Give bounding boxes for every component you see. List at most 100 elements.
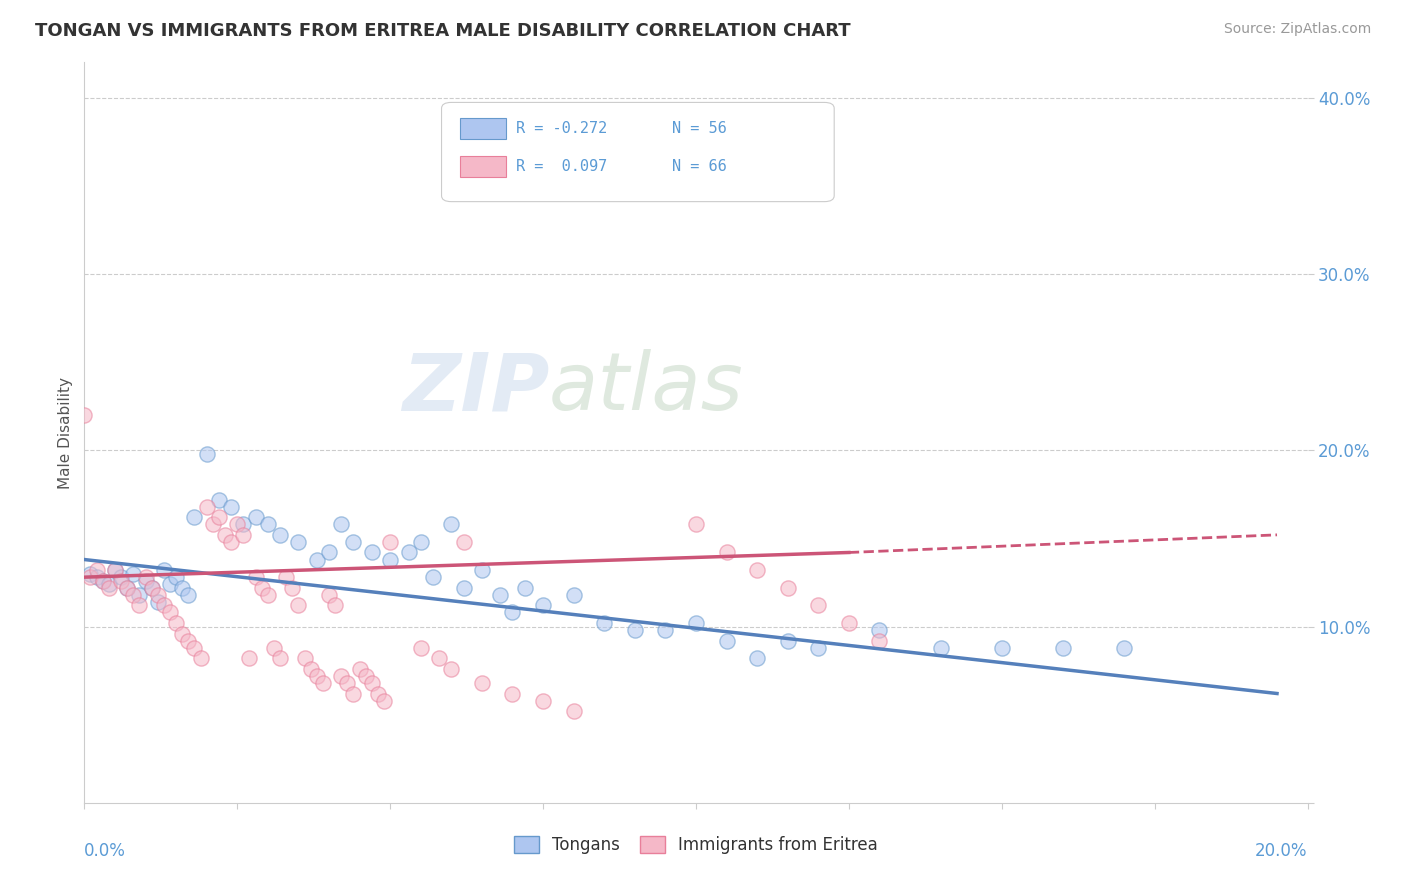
Point	[110, 574, 132, 588]
Point	[440, 517, 463, 532]
Point	[489, 588, 512, 602]
Point	[471, 563, 494, 577]
Point	[115, 581, 138, 595]
Point	[593, 615, 616, 630]
Point	[238, 651, 260, 665]
Text: 0.0%: 0.0%	[84, 841, 127, 860]
Point	[531, 693, 554, 707]
Point	[104, 563, 127, 577]
Point	[73, 408, 96, 422]
Text: atlas: atlas	[550, 349, 744, 427]
Point	[172, 626, 194, 640]
Point	[869, 633, 891, 648]
Point	[115, 581, 138, 595]
Point	[502, 606, 524, 620]
Point	[79, 570, 101, 584]
Point	[287, 535, 309, 549]
Point	[838, 615, 860, 630]
Point	[183, 510, 205, 524]
Text: 20.0%: 20.0%	[1256, 841, 1308, 860]
Point	[257, 588, 280, 602]
Point	[807, 640, 830, 655]
Point	[716, 545, 738, 559]
Point	[165, 570, 187, 584]
Point	[305, 552, 328, 566]
Point	[91, 574, 114, 588]
Point	[208, 492, 231, 507]
Point	[97, 577, 120, 591]
Point	[380, 535, 402, 549]
Point	[208, 510, 231, 524]
Point	[299, 662, 322, 676]
Point	[146, 588, 169, 602]
Point	[232, 517, 254, 532]
Point	[91, 574, 114, 588]
Point	[153, 599, 176, 613]
Point	[245, 510, 267, 524]
Point	[141, 581, 163, 595]
Point	[219, 535, 242, 549]
Point	[562, 704, 585, 718]
Point	[128, 588, 150, 602]
Point	[104, 563, 127, 577]
Text: ZIP: ZIP	[402, 349, 550, 427]
Point	[807, 599, 830, 613]
Point	[135, 570, 157, 584]
Point	[330, 669, 353, 683]
Point	[398, 545, 420, 559]
Point	[159, 606, 181, 620]
Point	[318, 545, 340, 559]
Point	[323, 599, 346, 613]
Point	[654, 623, 676, 637]
Point	[342, 535, 364, 549]
Point	[360, 545, 382, 559]
Point	[427, 651, 450, 665]
Text: TONGAN VS IMMIGRANTS FROM ERITREA MALE DISABILITY CORRELATION CHART: TONGAN VS IMMIGRANTS FROM ERITREA MALE D…	[35, 22, 851, 40]
Point	[263, 640, 285, 655]
Point	[86, 570, 108, 584]
Point	[869, 623, 891, 637]
Point	[312, 676, 335, 690]
Point	[562, 588, 585, 602]
Point	[97, 581, 120, 595]
FancyBboxPatch shape	[460, 156, 506, 178]
Point	[747, 563, 769, 577]
Point	[409, 640, 432, 655]
Point	[269, 651, 291, 665]
Point	[305, 669, 328, 683]
Point	[195, 447, 218, 461]
Point	[245, 570, 267, 584]
Point	[380, 552, 402, 566]
Point	[991, 640, 1014, 655]
Point	[141, 581, 163, 595]
Legend: Tongans, Immigrants from Eritrea: Tongans, Immigrants from Eritrea	[508, 830, 884, 861]
FancyBboxPatch shape	[460, 118, 506, 138]
Point	[190, 651, 212, 665]
Point	[502, 686, 524, 700]
Point	[135, 574, 157, 588]
Point	[201, 517, 224, 532]
Point	[330, 517, 353, 532]
Point	[513, 581, 536, 595]
Point	[531, 599, 554, 613]
Point	[146, 595, 169, 609]
Point	[128, 599, 150, 613]
Point	[685, 615, 707, 630]
Point	[453, 581, 475, 595]
Point	[165, 615, 187, 630]
Point	[471, 676, 494, 690]
Point	[177, 588, 200, 602]
Point	[159, 577, 181, 591]
Point	[716, 633, 738, 648]
Point	[776, 633, 799, 648]
Text: N = 66: N = 66	[672, 160, 727, 174]
Text: R =  0.097: R = 0.097	[516, 160, 607, 174]
Point	[373, 693, 395, 707]
Point	[226, 517, 249, 532]
Point	[86, 563, 108, 577]
Point	[354, 669, 377, 683]
Point	[685, 517, 707, 532]
Point	[219, 500, 242, 514]
Point	[122, 588, 145, 602]
Point	[195, 500, 218, 514]
